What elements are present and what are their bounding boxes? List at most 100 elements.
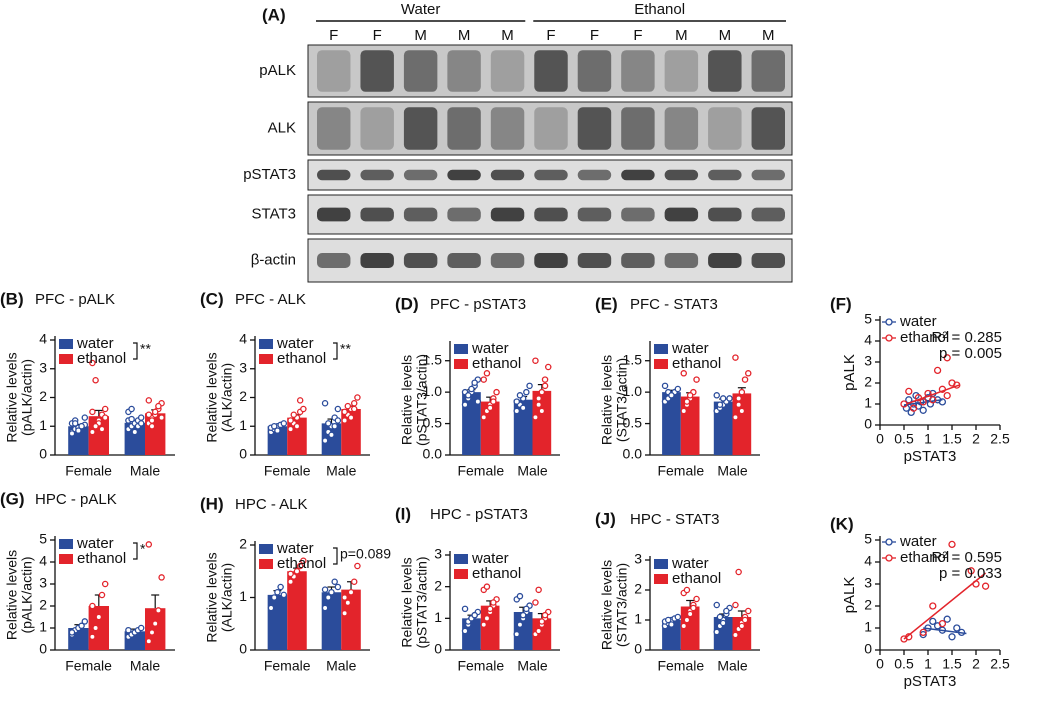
- blot-band: [751, 107, 785, 150]
- y-axis-label: Relative levels: [4, 352, 20, 442]
- data-point: [538, 618, 546, 625]
- blot-row-label: STAT3: [252, 205, 296, 222]
- data-point: [341, 610, 348, 617]
- blot-band: [403, 207, 438, 222]
- data-point: [145, 397, 153, 404]
- significance-bracket: [333, 342, 338, 360]
- data-point: [683, 616, 691, 624]
- data-point: [929, 396, 937, 404]
- legend-label: ethanol: [77, 350, 126, 367]
- data-point: [464, 392, 472, 399]
- data-point: [686, 392, 694, 399]
- data-point: [723, 607, 730, 615]
- data-point: [513, 630, 521, 638]
- y-tick-label: 2: [39, 597, 47, 613]
- data-point: [287, 570, 294, 578]
- x-tick-label: 1.5: [942, 431, 962, 447]
- data-point: [92, 624, 99, 632]
- data-point: [81, 414, 89, 421]
- data-point: [716, 613, 724, 621]
- blot-band: [490, 50, 525, 92]
- blot-band: [360, 50, 394, 92]
- blot-band: [577, 107, 612, 150]
- legend-swatch: [654, 359, 668, 369]
- legend-label: water: [276, 335, 314, 352]
- y-tick-label: 4: [864, 553, 872, 569]
- significance-label: p=0.089: [340, 546, 391, 562]
- y-tick-label: 0: [634, 641, 642, 657]
- data-point: [158, 414, 165, 421]
- data-point: [661, 382, 669, 390]
- panel-label: (I): [395, 504, 411, 523]
- legend-label: water: [671, 555, 709, 572]
- x-tick-label: 2: [972, 656, 980, 672]
- blot-band: [621, 207, 655, 222]
- data-point: [296, 562, 304, 570]
- data-point: [732, 414, 739, 421]
- x-axis-label: pSTAT3: [904, 673, 957, 690]
- y-tick-label: 0: [39, 446, 47, 462]
- y-tick-label: 3: [39, 575, 47, 591]
- data-point: [354, 394, 361, 401]
- data-point: [541, 382, 549, 390]
- chart-title: PFC - pALK: [35, 291, 115, 308]
- data-point: [89, 602, 96, 610]
- data-point: [741, 376, 749, 383]
- data-point: [719, 395, 727, 402]
- lane-label: M: [501, 27, 514, 44]
- x-tick-label: Female: [457, 463, 504, 479]
- data-point: [981, 582, 990, 590]
- data-point: [929, 617, 937, 626]
- blot-band: [751, 207, 785, 222]
- y-tick-label: 0.5: [623, 414, 643, 430]
- data-point: [277, 583, 284, 591]
- y-tick-label: 2: [864, 597, 872, 613]
- x-tick-label: 1.5: [942, 656, 962, 672]
- legend-swatch: [59, 354, 73, 364]
- data-point: [151, 620, 159, 627]
- y-axis-label: (pSTAT3/actin): [414, 354, 430, 446]
- y-axis-label: (ALK/actin): [219, 363, 235, 432]
- data-point: [137, 420, 145, 427]
- data-point: [519, 611, 527, 619]
- data-point: [538, 407, 546, 415]
- blot-band: [360, 207, 394, 222]
- blot-band: [664, 252, 699, 269]
- data-point: [683, 398, 691, 405]
- blot-band: [708, 169, 742, 181]
- y-tick-label: 0.0: [623, 446, 643, 462]
- data-point: [719, 619, 727, 627]
- lane-label: F: [329, 27, 338, 44]
- legend-swatch: [59, 539, 73, 549]
- data-point: [321, 437, 329, 444]
- annotation: p = 0.033: [939, 565, 1002, 582]
- y-axis-label: (pSTAT3/actin): [414, 556, 430, 648]
- y-tick-label: 1: [39, 417, 47, 433]
- data-point: [128, 405, 135, 413]
- data-point: [95, 613, 103, 621]
- data-point: [683, 586, 691, 594]
- data-point: [929, 602, 937, 610]
- data-point: [334, 417, 342, 424]
- lane-label: M: [458, 27, 471, 44]
- blot-band: [317, 169, 351, 181]
- x-tick-label: 2: [972, 431, 980, 447]
- data-point: [532, 599, 539, 606]
- data-point: [914, 394, 923, 402]
- x-tick-label: 1: [924, 656, 932, 672]
- data-point: [148, 422, 156, 430]
- data-point: [287, 578, 294, 586]
- y-axis-label: Relative levels: [204, 352, 220, 442]
- data-point: [745, 607, 752, 615]
- x-tick-label: Female: [657, 463, 704, 479]
- data-point: [334, 405, 342, 413]
- data-point: [89, 633, 96, 641]
- data-point: [89, 359, 96, 367]
- y-axis-label: Relative levels: [599, 355, 615, 445]
- data-point: [480, 376, 487, 383]
- blot-band: [317, 207, 351, 222]
- data-point: [350, 405, 358, 413]
- y-axis-label: Relative levels: [399, 355, 415, 445]
- data-point: [738, 622, 746, 630]
- data-point: [953, 624, 961, 632]
